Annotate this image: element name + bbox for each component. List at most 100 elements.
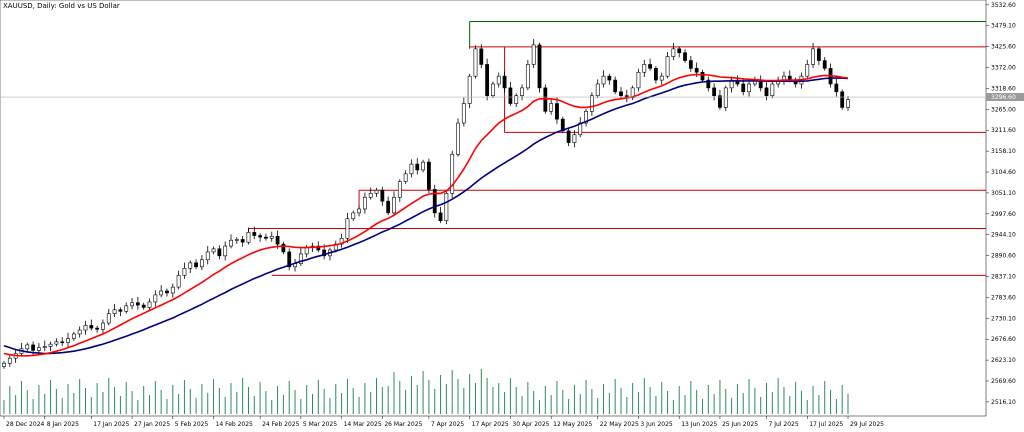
candle-body xyxy=(153,294,158,303)
candle-body xyxy=(101,322,105,330)
slow-ma-line xyxy=(3,77,849,355)
candle-body xyxy=(706,79,711,89)
candle-body xyxy=(741,83,746,93)
candle-body xyxy=(816,48,821,61)
x-tick-label: 27 Jan 2025 xyxy=(134,421,170,428)
x-tick-label: 17 Jul 2025 xyxy=(809,421,843,428)
candle-body xyxy=(264,236,268,239)
candle-body xyxy=(409,163,414,175)
candle-body xyxy=(397,181,402,198)
candle-body xyxy=(269,236,274,239)
candle-body xyxy=(322,249,327,257)
candle-body xyxy=(822,60,827,69)
candle-body xyxy=(700,71,705,81)
y-tick-label: 2837.10 xyxy=(991,274,1016,281)
candle-body xyxy=(520,87,524,96)
candle-body xyxy=(846,99,850,108)
candle-body xyxy=(438,212,443,221)
x-tick-label: 22 May 2025 xyxy=(600,421,639,428)
candle-body xyxy=(54,341,59,345)
candle-body xyxy=(124,305,129,312)
candle-body xyxy=(636,71,641,89)
candle-body xyxy=(106,313,111,324)
candle-body xyxy=(234,239,239,241)
candle-body xyxy=(642,64,647,73)
candle-body xyxy=(403,173,408,182)
candle-body xyxy=(176,275,181,288)
candle-body xyxy=(2,362,6,367)
candle-body xyxy=(31,344,36,351)
candle-body xyxy=(450,153,455,194)
y-tick-label: 2890.60 xyxy=(991,253,1016,260)
candle-body xyxy=(374,189,379,194)
candle-body xyxy=(665,56,670,77)
candle-body xyxy=(671,48,676,57)
candle-body xyxy=(723,87,728,108)
candle-body xyxy=(415,163,420,171)
candle-body xyxy=(188,262,193,269)
y-tick-label: 2623.10 xyxy=(991,357,1016,364)
current-price-tag xyxy=(986,93,1024,102)
candle-body xyxy=(432,189,437,214)
candle-body xyxy=(473,48,478,77)
y-tick-label: 3211.60 xyxy=(991,127,1016,134)
y-tick-label: 2783.60 xyxy=(991,294,1016,301)
candle-body xyxy=(275,236,280,245)
x-tick-label: 5 Mar 2025 xyxy=(303,421,337,428)
candle-body xyxy=(89,325,94,329)
candle-body xyxy=(392,196,396,214)
candle-body xyxy=(258,235,263,238)
candle-body xyxy=(619,91,623,96)
y-tick-label: 3318.60 xyxy=(991,85,1016,92)
x-tick-label: 14 Feb 2025 xyxy=(216,421,254,428)
candle-body xyxy=(479,48,484,65)
candle-body xyxy=(456,122,460,155)
candle-body xyxy=(165,290,169,294)
candle-body xyxy=(654,68,658,81)
candle-body xyxy=(566,130,571,143)
plot-area xyxy=(0,0,987,417)
candle-body xyxy=(427,161,431,190)
candles xyxy=(2,39,850,369)
candle-body xyxy=(543,87,548,112)
candle-body xyxy=(712,87,717,96)
candle-body xyxy=(589,95,594,112)
candle-body xyxy=(683,52,687,61)
candle-body xyxy=(240,239,245,243)
x-tick-label: 29 Jul 2025 xyxy=(850,421,884,428)
y-tick-label: 3104.60 xyxy=(991,169,1016,176)
x-tick-label: 28 Dec 2024 xyxy=(6,421,45,428)
candle-body xyxy=(77,329,82,335)
x-tick-label: 5 Feb 2025 xyxy=(175,421,209,428)
x-tick-label: 14 Mar 2025 xyxy=(344,421,382,428)
candle-body xyxy=(71,333,76,339)
candle-body xyxy=(677,48,682,54)
candle-body xyxy=(229,239,233,247)
candle-body xyxy=(42,346,47,348)
candle-body xyxy=(555,103,559,120)
candle-body xyxy=(205,251,210,261)
x-tick-label: 12 May 2025 xyxy=(553,421,592,428)
x-tick-label: 3 Jun 2025 xyxy=(640,421,672,428)
candle-body xyxy=(461,103,466,124)
candle-body xyxy=(525,64,530,89)
candle-body xyxy=(688,60,693,69)
candle-body xyxy=(200,259,204,268)
x-tick-label: 17 Jan 2025 xyxy=(93,421,129,428)
moving-averages xyxy=(3,73,849,357)
candle-body xyxy=(648,64,652,69)
candle-body xyxy=(362,196,367,210)
candle-body xyxy=(735,79,740,85)
candle-body xyxy=(170,286,175,294)
candle-body xyxy=(531,44,536,65)
candle-body xyxy=(694,68,699,73)
candle-body xyxy=(840,91,845,108)
candle-body xyxy=(380,189,385,202)
y-tick-label: 3532.60 xyxy=(991,2,1016,9)
candle-body xyxy=(252,232,257,236)
candle-body xyxy=(607,75,612,81)
candle-body xyxy=(601,75,606,85)
candle-body xyxy=(508,87,513,104)
candle-body xyxy=(357,208,361,214)
